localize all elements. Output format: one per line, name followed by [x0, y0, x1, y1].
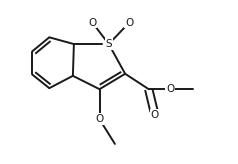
Text: O: O: [166, 84, 174, 94]
Text: O: O: [95, 114, 104, 124]
Text: O: O: [88, 18, 96, 28]
Text: O: O: [125, 18, 133, 28]
Text: O: O: [151, 110, 159, 120]
Text: S: S: [105, 39, 112, 49]
